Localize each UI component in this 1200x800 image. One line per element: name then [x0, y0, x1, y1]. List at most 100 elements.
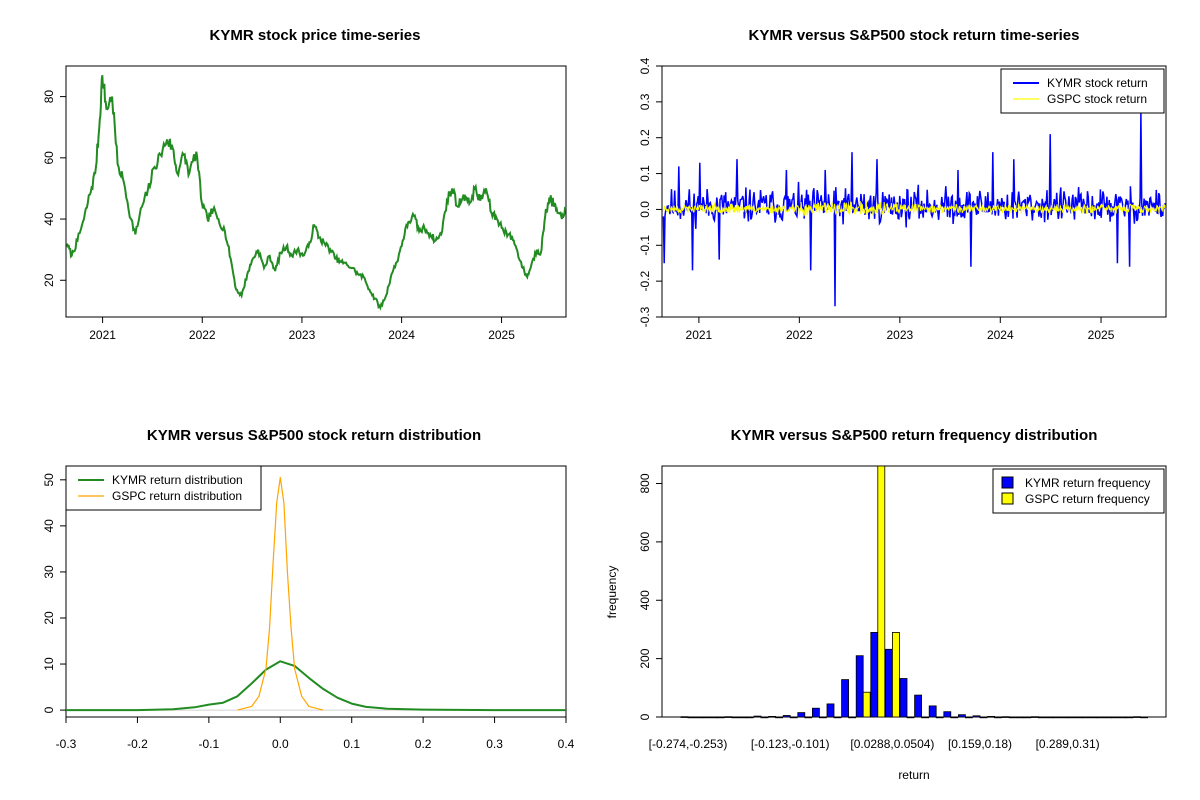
kymr-bar [695, 716, 703, 719]
x-tick-label: 2025 [1088, 328, 1115, 342]
kymr-bar [1001, 716, 1010, 718]
kymr-bar [753, 715, 762, 718]
y-tick-label: 0.2 [638, 129, 652, 146]
gspc-bar [1038, 716, 1046, 719]
kymr-bar [797, 712, 806, 718]
gspc-bar [1067, 716, 1075, 719]
kymr-bar [782, 715, 791, 718]
gspc-bar [731, 716, 740, 719]
x-tick-label: 2021 [89, 328, 116, 342]
kymr-bar [1104, 716, 1112, 719]
kymr-bar [958, 714, 966, 718]
gspc-bar [935, 716, 944, 719]
legend-swatch [1001, 492, 1014, 505]
gspc-bar [1081, 716, 1090, 719]
kymr-bar [943, 711, 952, 718]
kymr-bar [768, 716, 776, 718]
gspc-bar [1008, 716, 1017, 719]
panel-price-timeseries: KYMR stock price time-series 2021 2022 202… [42, 27, 567, 342]
gspc-bar [892, 632, 900, 718]
y-tick-label: 40 [42, 212, 56, 226]
x-tick-label: 2021 [686, 328, 713, 342]
y-tick-label: 60 [42, 151, 56, 165]
gspc-bar [833, 716, 842, 719]
y-tick-label: 20 [42, 273, 56, 287]
y-tick-label: -0.2 [638, 270, 652, 291]
gspc-bar [979, 716, 988, 719]
x-tick-label: -0.2 [127, 737, 148, 751]
x-tick-label: [0.159,0.18) [948, 737, 1012, 751]
x-tick-label: 2023 [289, 328, 316, 342]
gspc-bar [906, 716, 915, 719]
x-tick-label: [0.289,0.31) [1036, 737, 1100, 751]
x-tick-label: 0.1 [343, 737, 360, 751]
price-series-line [66, 75, 567, 311]
gspc-bar [819, 716, 827, 719]
kymr-bar [1031, 716, 1039, 718]
legend-label: GSPC stock return [1047, 92, 1147, 106]
y-tick-label: 40 [42, 519, 56, 533]
y-tick-label: 0.3 [638, 93, 652, 110]
y-tick-label: -0.3 [638, 306, 652, 327]
gspc-bar [760, 716, 769, 719]
gspc-bar [775, 716, 783, 719]
y-tick-label: 80 [42, 90, 56, 104]
legend-label: GSPC return frequency [1025, 492, 1150, 506]
gspc-bar [950, 716, 959, 719]
kymr-bar [987, 716, 995, 718]
kymr-bar [972, 715, 981, 718]
y-tick-label: 0 [42, 706, 56, 713]
x-tick-label: 2022 [786, 328, 813, 342]
chart-title: KYMR stock price time-series [210, 27, 421, 44]
kymr-bar [1118, 716, 1127, 719]
x-tick-label: 0.3 [486, 737, 503, 751]
x-tick-label: 2024 [987, 328, 1014, 342]
kymr-bar [709, 716, 718, 719]
x-tick-label: 0.0 [272, 737, 289, 751]
kymr-bar [885, 648, 893, 718]
gspc-bar [848, 716, 856, 719]
x-tick-label: 0.4 [558, 737, 575, 751]
kymr-bar [826, 703, 835, 718]
gspc-bar [687, 716, 696, 719]
x-tick-label: 2025 [488, 328, 515, 342]
x-tick-label: 0.2 [415, 737, 432, 751]
y-tick-label: 800 [638, 473, 652, 493]
gspc-bar [862, 691, 871, 718]
panel-return-histogram: KYMR versus S&P500 return frequency dist… [605, 427, 1167, 782]
y-tick-label: 10 [42, 657, 56, 671]
kymr-density-line [66, 660, 566, 712]
gspc-bar [965, 716, 973, 719]
gspc-bar [804, 716, 813, 719]
y-tick-label: 0 [638, 713, 652, 720]
gspc-bar [1096, 716, 1105, 719]
panel-return-density: KYMR versus S&P500 stock return distribu… [42, 427, 575, 751]
gspc-bar [746, 716, 754, 719]
x-tick-label: 2024 [388, 328, 415, 342]
kymr-return-line [662, 112, 1166, 307]
gspc-bar [1125, 716, 1134, 719]
legend-box [1000, 68, 1165, 114]
kymr-bar [899, 678, 908, 718]
x-tick-label: 2022 [189, 328, 216, 342]
x-axis-label: return [898, 768, 929, 782]
gspc-bar [1111, 716, 1119, 719]
kymr-bar [1016, 716, 1025, 719]
legend-box [992, 468, 1165, 514]
kymr-bar [1074, 716, 1083, 719]
chart-title: KYMR versus S&P500 return frequency dist… [731, 427, 1098, 444]
y-tick-label: 0.1 [638, 165, 652, 182]
x-tick-label: 2023 [886, 328, 913, 342]
gspc-return-line [662, 200, 1166, 217]
gspc-bar [716, 716, 725, 719]
y-tick-label: 200 [638, 648, 652, 668]
gspc-bar [921, 716, 929, 719]
kymr-bar [1133, 716, 1141, 718]
legend-label: KYMR stock return [1047, 76, 1148, 90]
kymr-bar [680, 716, 689, 718]
chart-title: KYMR versus S&P500 stock return distribu… [147, 427, 481, 444]
x-tick-label: -0.3 [56, 737, 77, 751]
